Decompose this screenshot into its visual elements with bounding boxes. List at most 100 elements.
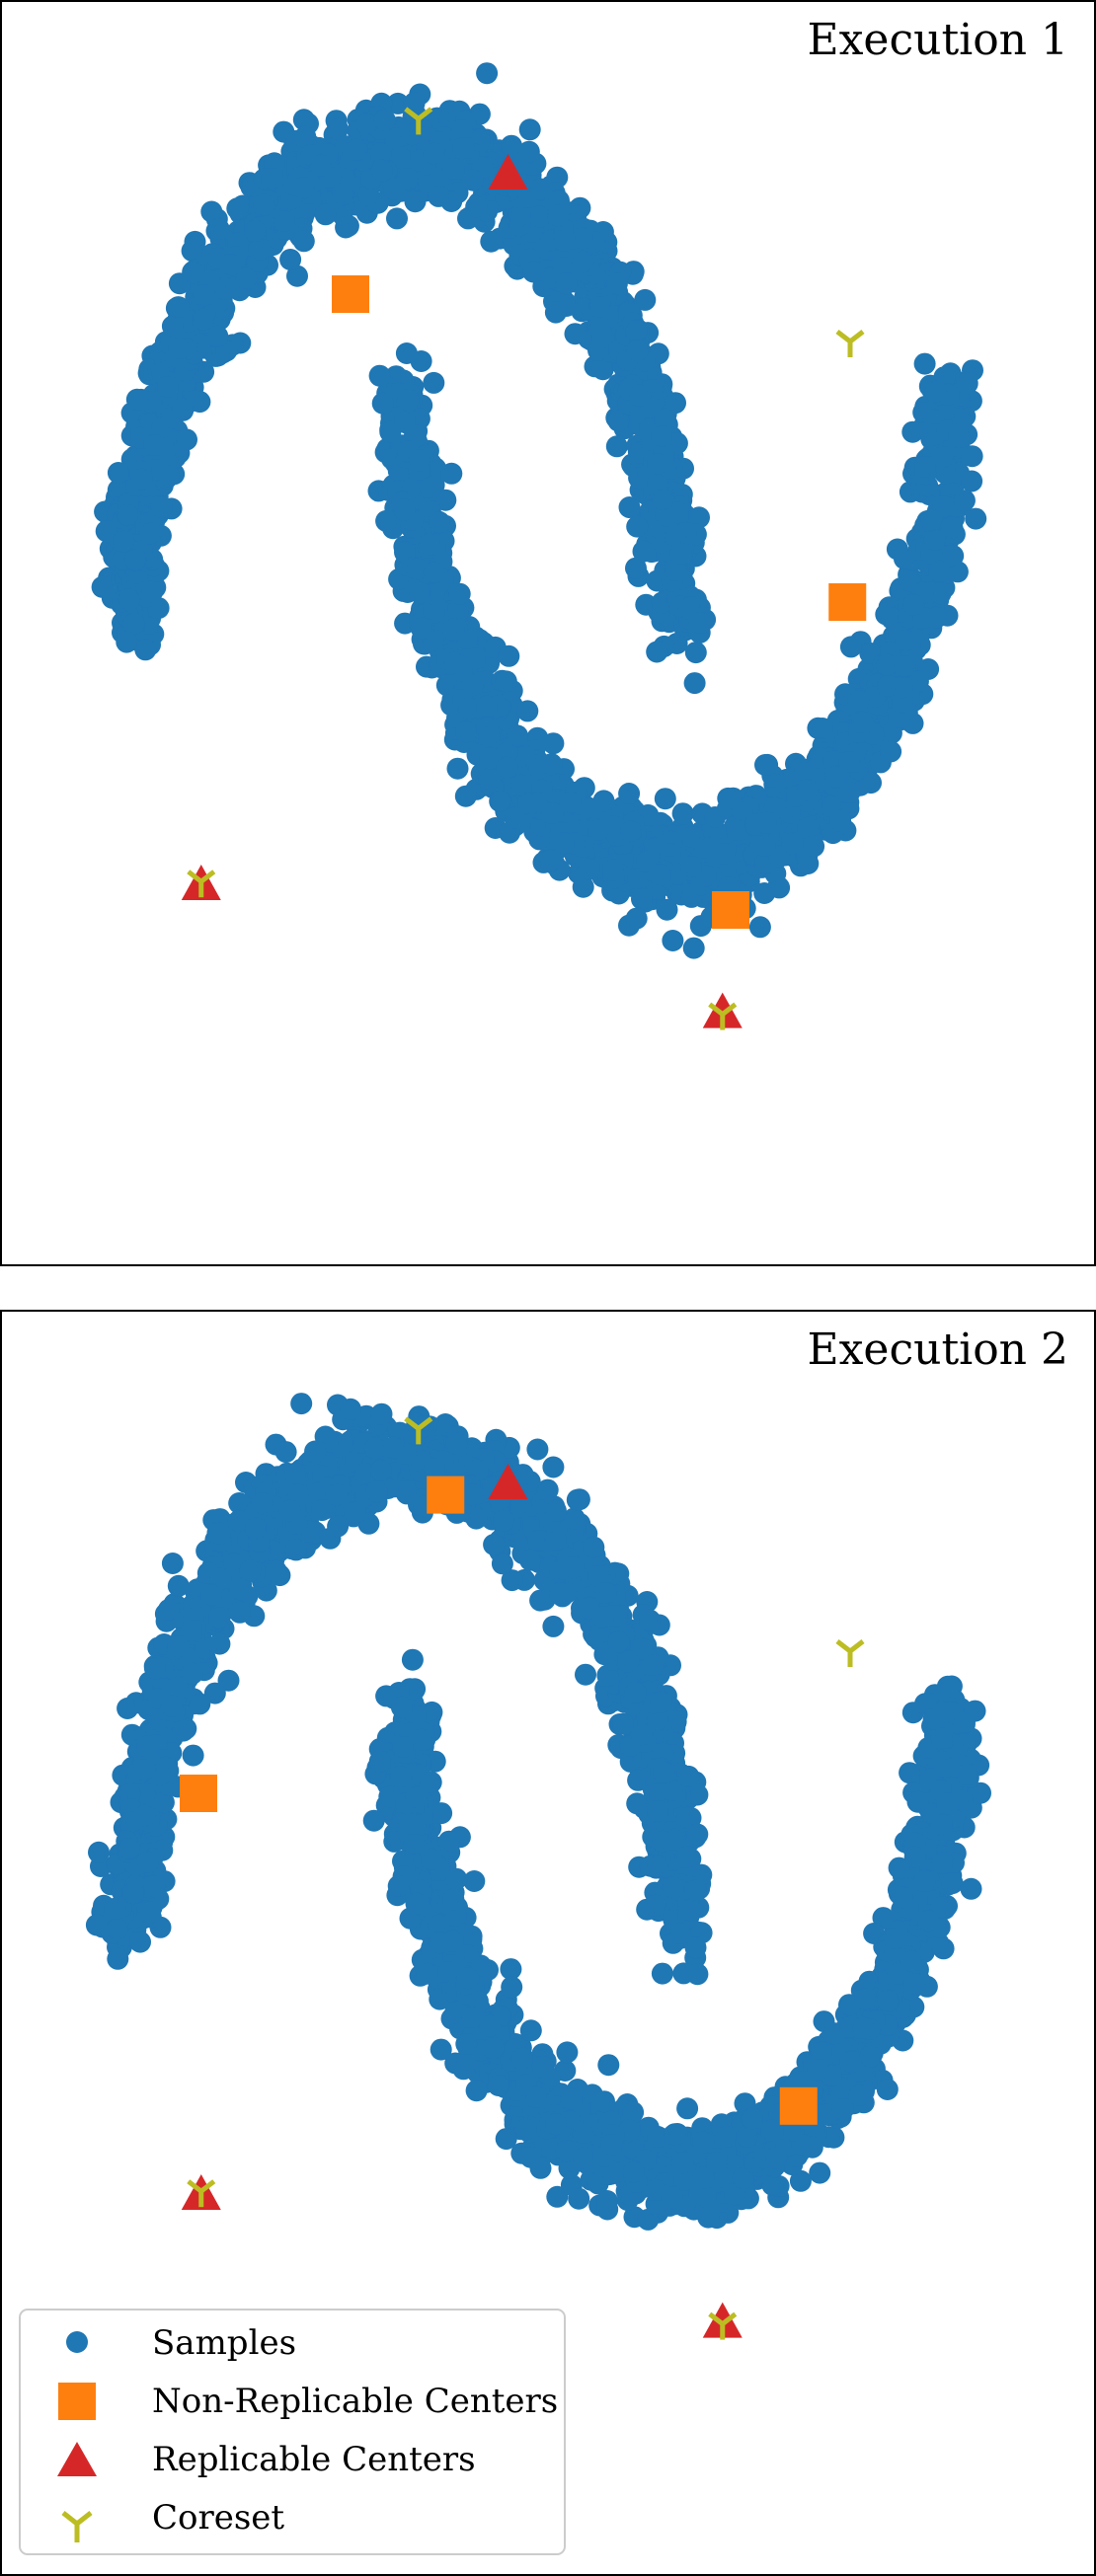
sample-point	[591, 358, 614, 381]
sample-point	[683, 672, 706, 695]
sample-point	[476, 695, 498, 718]
sample-point	[940, 516, 963, 539]
sample-point	[160, 1695, 183, 1717]
sample-point	[605, 435, 628, 458]
sample-point	[678, 1899, 701, 1922]
sample-point	[651, 425, 672, 447]
sample-point	[669, 542, 692, 565]
sample-point	[748, 916, 771, 939]
sample-point	[679, 856, 702, 878]
sample-point	[961, 470, 983, 492]
sample-point	[117, 1838, 140, 1859]
sample-point	[133, 1804, 156, 1827]
sample-point	[544, 301, 567, 324]
sample-point	[369, 1460, 392, 1481]
panel-title: Execution 1	[807, 15, 1068, 65]
sample-point	[677, 1765, 700, 1787]
sample-point	[676, 2097, 699, 2120]
sample-point	[662, 1876, 684, 1899]
sample-point	[642, 1654, 665, 1677]
sample-point	[526, 1438, 549, 1461]
sample-point	[229, 1578, 252, 1601]
sample-point	[796, 779, 819, 801]
sample-point	[605, 272, 628, 295]
sample-point	[244, 1517, 267, 1540]
sample-point	[489, 790, 511, 812]
sample-point	[913, 456, 936, 478]
sample-point	[455, 720, 477, 743]
sample-point	[393, 411, 416, 433]
sample-point	[107, 1947, 129, 1970]
sample-point	[143, 1875, 166, 1898]
sample-point	[607, 410, 630, 432]
sample-point	[920, 508, 943, 531]
sample-point	[181, 1662, 203, 1685]
sample-point	[443, 651, 466, 674]
sample-point	[304, 1440, 327, 1463]
sample-point	[686, 1963, 709, 1986]
sample-point	[370, 1402, 393, 1425]
sample-point	[445, 1432, 468, 1455]
sample-point	[583, 1536, 605, 1558]
sample-point	[688, 506, 710, 529]
sample-point	[423, 142, 445, 165]
sample-point	[812, 718, 833, 739]
sample-point	[292, 177, 315, 199]
sample-point	[713, 843, 736, 865]
sample-point	[809, 2161, 831, 2184]
sample-point	[189, 1693, 211, 1715]
sample-point	[368, 364, 391, 387]
sample-point	[634, 288, 657, 311]
sample-point	[180, 1620, 202, 1642]
sample-point	[620, 820, 642, 843]
sample-point	[483, 1534, 506, 1555]
sample-point	[517, 140, 540, 163]
sample-point	[274, 1441, 297, 1464]
sample-point	[387, 92, 409, 114]
sample-point	[251, 1492, 274, 1515]
sample-point	[647, 1799, 668, 1822]
sample-point	[440, 462, 463, 485]
panel-execution-1: Execution 1	[0, 0, 1096, 1266]
sample-point	[409, 581, 431, 604]
non-replicable-center	[712, 891, 749, 929]
sample-point	[552, 832, 575, 855]
samples-layer	[91, 62, 987, 959]
sample-point	[397, 389, 420, 412]
sample-point	[665, 392, 686, 415]
sample-point	[682, 937, 705, 959]
sample-point	[273, 210, 295, 232]
sample-point	[129, 1931, 151, 1953]
sample-point	[409, 449, 431, 472]
sample-point	[314, 203, 337, 226]
sample-point	[652, 1830, 674, 1853]
sample-point	[647, 453, 669, 475]
sample-point	[726, 818, 748, 841]
sample-point	[578, 1597, 600, 1620]
sample-point	[924, 380, 947, 403]
sample-point	[419, 476, 441, 498]
sample-point	[370, 159, 393, 182]
sample-point	[139, 522, 162, 545]
sample-point	[527, 205, 550, 228]
sample-point	[344, 1501, 366, 1524]
sample-point	[355, 113, 378, 135]
sample-point	[541, 802, 564, 824]
sample-point	[261, 168, 283, 190]
sample-point	[542, 732, 565, 755]
sample-point	[116, 631, 138, 653]
sample-point	[183, 262, 205, 284]
sample-point	[540, 753, 563, 776]
sample-point	[124, 549, 147, 571]
sample-point	[122, 612, 145, 635]
sample-point	[442, 157, 465, 180]
sample-point	[839, 636, 862, 658]
sample-point	[625, 320, 648, 342]
sample-point	[519, 1549, 541, 1571]
sample-point	[847, 690, 870, 712]
sample-point	[429, 511, 450, 533]
sample-point	[516, 700, 539, 722]
sample-point	[176, 428, 197, 451]
sample-point	[625, 907, 648, 930]
